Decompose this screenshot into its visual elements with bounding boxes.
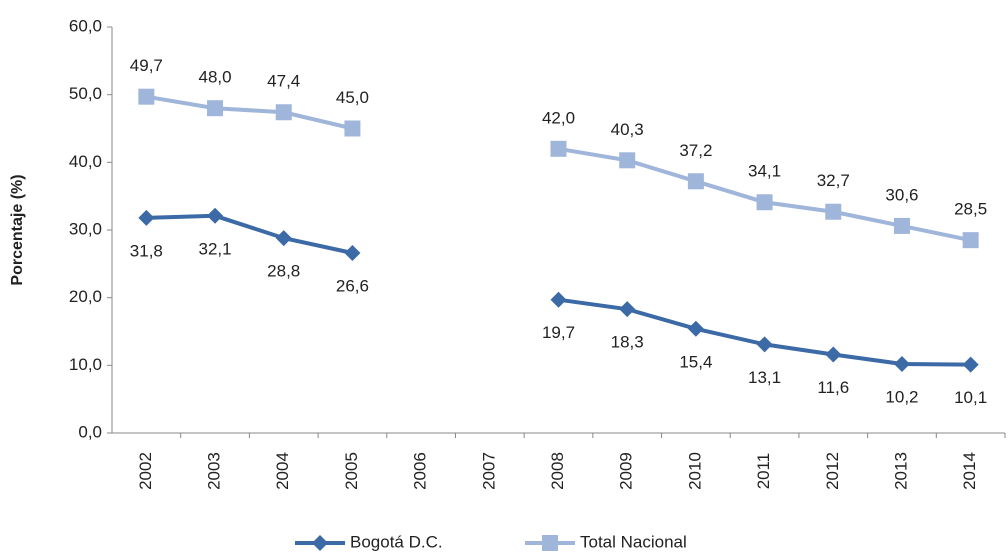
marker	[687, 173, 704, 190]
y-tick-label: 30,0	[69, 219, 102, 238]
marker	[687, 320, 704, 337]
marker	[962, 356, 979, 373]
x-tick-label: 2014	[960, 452, 979, 490]
x-tick-label: 2004	[273, 452, 292, 490]
data-label: 48,0	[198, 68, 231, 87]
data-label: 32,1	[198, 239, 231, 258]
marker	[344, 120, 361, 137]
y-tick-label: 60,0	[69, 16, 102, 35]
data-label: 45,0	[336, 88, 369, 107]
data-label: 37,2	[679, 141, 712, 160]
y-tick-label: 40,0	[69, 152, 102, 171]
data-label: 40,3	[611, 120, 644, 139]
x-tick-label: 2011	[754, 453, 773, 490]
data-label: 15,4	[679, 352, 712, 371]
marker	[825, 203, 842, 220]
legend-label: Total Nacional	[580, 532, 687, 551]
data-label: 30,6	[885, 185, 918, 204]
marker	[138, 209, 155, 226]
x-tick-label: 2002	[136, 452, 155, 490]
x-tick-label: 2007	[479, 452, 498, 490]
data-label: 47,4	[267, 72, 300, 91]
marker	[207, 207, 224, 224]
marker	[138, 88, 155, 105]
x-tick-label: 2010	[685, 452, 704, 490]
y-tick-label: 20,0	[69, 287, 102, 306]
marker	[619, 152, 636, 169]
data-label: 26,6	[336, 276, 369, 295]
y-axis-label: Porcentaje (%)	[9, 174, 26, 285]
data-label: 19,7	[542, 323, 575, 342]
marker	[893, 355, 910, 372]
legend-label: Bogotá D.C.	[350, 532, 443, 551]
data-label: 13,1	[748, 368, 781, 387]
y-tick-label: 0,0	[78, 422, 102, 441]
marker	[344, 245, 361, 262]
x-tick-label: 2003	[205, 452, 224, 490]
marker	[825, 346, 842, 363]
data-label: 32,7	[817, 171, 850, 190]
marker	[550, 140, 567, 157]
marker	[550, 291, 567, 308]
y-tick-label: 10,0	[69, 355, 102, 374]
data-label: 31,8	[130, 241, 163, 260]
x-tick-label: 2009	[617, 452, 636, 490]
y-tick-label: 50,0	[69, 84, 102, 103]
data-label: 28,5	[954, 200, 987, 219]
data-label: 49,7	[130, 56, 163, 75]
series-line	[146, 213, 971, 367]
data-label: 28,8	[267, 262, 300, 281]
x-tick-label: 2012	[823, 452, 842, 490]
x-tick-label: 2005	[342, 452, 361, 490]
marker	[962, 232, 979, 249]
data-label: 34,1	[748, 162, 781, 181]
x-tick-label: 2006	[411, 452, 430, 490]
marker	[275, 104, 292, 121]
data-label: 10,2	[885, 387, 918, 406]
marker	[207, 100, 224, 117]
marker	[275, 230, 292, 247]
x-tick-label: 2013	[891, 452, 910, 490]
data-label: 18,3	[611, 333, 644, 352]
marker	[312, 535, 328, 551]
data-label: 11,6	[817, 378, 849, 397]
marker	[619, 301, 636, 318]
marker	[756, 194, 773, 211]
data-label: 42,0	[542, 108, 575, 127]
marker	[756, 336, 773, 353]
data-label: 10,1	[954, 388, 987, 407]
marker	[893, 217, 910, 234]
marker	[542, 535, 558, 551]
x-tick-label: 2008	[548, 452, 567, 490]
